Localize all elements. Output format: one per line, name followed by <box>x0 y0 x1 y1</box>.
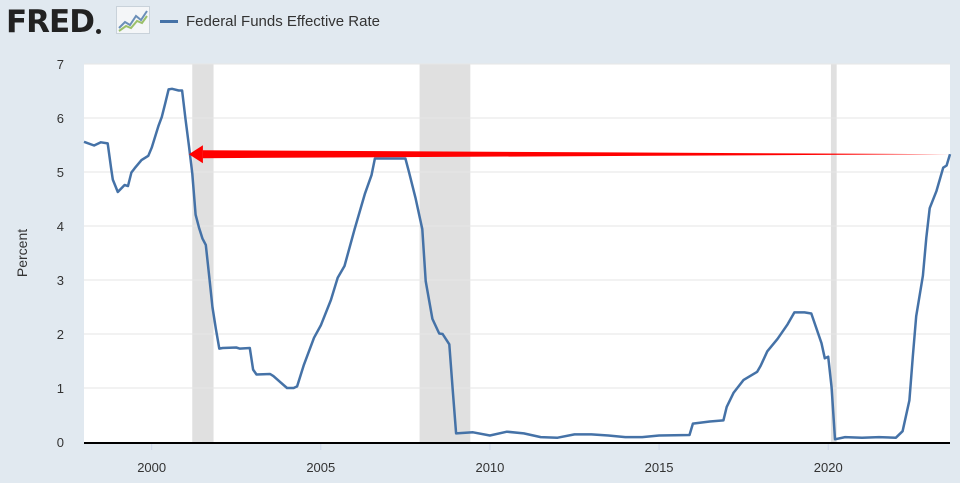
trend-graph-icon <box>116 6 150 34</box>
y-tick-label: 7 <box>57 57 64 72</box>
recession-band <box>192 64 214 442</box>
legend-label: Federal Funds Effective Rate <box>186 13 380 30</box>
annotation-arrow-head <box>188 145 203 164</box>
x-tick-label: 2010 <box>475 460 504 475</box>
y-tick-label: 3 <box>57 273 64 288</box>
recession-band <box>419 64 471 442</box>
x-tick-label: 2000 <box>137 460 166 475</box>
legend: Federal Funds Effective Rate <box>160 13 380 30</box>
y-tick-label: 6 <box>57 111 64 126</box>
plot-area <box>84 64 950 442</box>
annotation-arrow-shaft <box>202 150 950 159</box>
chart-header: FRED Federal Funds Effective Rate <box>0 0 960 48</box>
legend-swatch <box>160 20 178 23</box>
logo-text: FRED <box>6 4 95 40</box>
y-tick-label: 1 <box>57 381 64 396</box>
logo-dot <box>95 29 101 34</box>
y-axis-title: Percent <box>14 229 30 277</box>
series-line <box>83 87 952 441</box>
y-tick-label: 4 <box>57 219 64 234</box>
x-tick-label: 2005 <box>306 460 335 475</box>
recession-band <box>830 64 837 442</box>
y-tick-label: 2 <box>57 327 64 342</box>
x-tick-label: 2015 <box>645 460 674 475</box>
y-tick-label: 0 <box>57 435 64 450</box>
x-tick-label: 2020 <box>814 460 843 475</box>
fred-logo[interactable]: FRED <box>6 4 104 40</box>
y-tick-label: 5 <box>57 165 64 180</box>
